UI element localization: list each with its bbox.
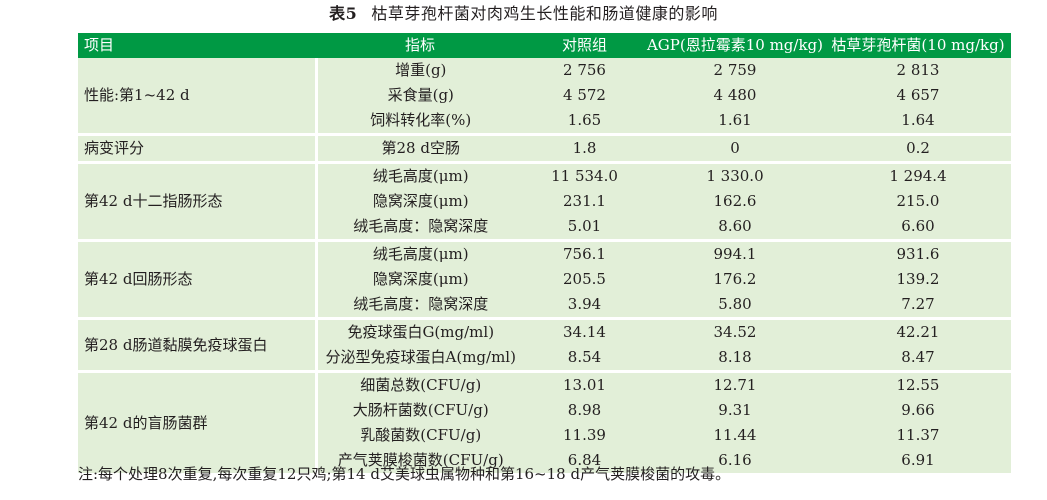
agp-value-cell: 8.60 — [645, 214, 825, 241]
bacillus-value-cell: 2 813 — [825, 58, 1011, 83]
table-row: 采食量(g) 4 572 4 480 4 657 — [78, 83, 1011, 108]
bacillus-value-cell: 6.91 — [825, 448, 1011, 473]
bacillus-value-cell: 4 657 — [825, 83, 1011, 108]
bacillus-value-cell: 6.60 — [825, 214, 1011, 241]
indicator-cell: 大肠杆菌数(CFU/g) — [316, 398, 524, 423]
indicator-cell: 产气荚膜梭菌数(CFU/g) — [316, 448, 524, 473]
control-value-cell: 5.01 — [524, 214, 645, 241]
agp-value-cell: 1.61 — [645, 108, 825, 135]
table-header-row: 项目 指标 对照组 AGP(恩拉霉素10 mg/kg) 枯草芽孢杆菌(10 mg… — [78, 33, 1011, 58]
table-body: 性能:第1~42 d 增重(g) 2 756 2 759 2 813 采食量(g) 4 57… — [78, 58, 1011, 473]
bacillus-value-cell: 8.47 — [825, 345, 1011, 372]
group-label-cell: 第42 d的盲肠菌群 — [78, 370, 318, 473]
agp-value-cell: 162.6 — [645, 189, 825, 214]
table-footnote: 注:每个处理8次重复,每次重复12只鸡;第14 d艾美球虫属物种和第16~18 … — [78, 465, 731, 483]
bacillus-value-cell: 42.21 — [825, 317, 1011, 345]
agp-value-cell: 12.71 — [645, 370, 825, 398]
table-row: 绒毛高度：隐窝深度 3.94 5.80 7.27 — [78, 292, 1011, 319]
control-value-cell: 13.01 — [524, 370, 645, 398]
control-value-cell: 4 572 — [524, 83, 645, 108]
agp-value-cell: 0 — [645, 133, 825, 163]
bacillus-value-cell: 9.66 — [825, 398, 1011, 423]
control-value-cell: 205.5 — [524, 267, 645, 292]
control-value-cell: 11 534.0 — [524, 161, 645, 189]
table-row: 病变评分 第28 d空肠 1.8 0 0.2 — [78, 133, 1011, 163]
table-row: 性能:第1~42 d 增重(g) 2 756 2 759 2 813 — [78, 58, 1011, 135]
agp-value-cell: 176.2 — [645, 267, 825, 292]
control-value-cell: 11.39 — [524, 423, 645, 448]
header-cell-control: 对照组 — [524, 33, 645, 58]
table-row: 第42 d回肠形态 绒毛高度(μm) 756.1 994.1 931.6 — [78, 239, 1011, 319]
control-value-cell: 231.1 — [524, 189, 645, 214]
indicator-cell: 分泌型免疫球蛋白A(mg/ml) — [316, 345, 524, 372]
indicator-cell: 绒毛高度(μm) — [316, 239, 524, 267]
indicator-cell: 饲料转化率(%) — [316, 108, 524, 135]
table-row: 产气荚膜梭菌数(CFU/g) 6.84 6.16 6.91 — [78, 448, 1011, 473]
header-cell-bacillus: 枯草芽孢杆菌(10 mg/kg) — [825, 33, 1011, 58]
control-value-cell: 34.14 — [524, 317, 645, 345]
agp-value-cell: 994.1 — [645, 239, 825, 267]
data-table: 项目 指标 对照组 AGP(恩拉霉素10 mg/kg) 枯草芽孢杆菌(10 mg… — [78, 33, 1011, 473]
table-row: 第42 d十二指肠形态 绒毛高度(μm) 11 534.0 1 330.0 1 294.… — [78, 161, 1011, 241]
control-value-cell: 2 756 — [524, 58, 645, 83]
agp-value-cell: 4 480 — [645, 83, 825, 108]
header-cell-indicator: 指标 — [316, 33, 524, 58]
indicator-cell: 绒毛高度(μm) — [316, 161, 524, 189]
indicator-cell: 免疫球蛋白G(mg/ml) — [316, 317, 524, 345]
indicator-cell: 细菌总数(CFU/g) — [316, 370, 524, 398]
group-label-cell: 第42 d十二指肠形态 — [78, 161, 318, 241]
indicator-cell: 增重(g) — [316, 58, 524, 83]
indicator-cell: 隐窝深度(μm) — [316, 267, 524, 292]
table-number: 表5 — [329, 4, 358, 23]
table-caption: 表5 枯草芽孢杆菌对肉鸡生长性能和肠道健康的影响 — [0, 4, 1047, 24]
table-row: 乳酸菌数(CFU/g) 11.39 11.44 11.37 — [78, 423, 1011, 448]
header-cell-agp: AGP(恩拉霉素10 mg/kg) — [645, 33, 825, 58]
bacillus-value-cell: 7.27 — [825, 292, 1011, 319]
agp-value-cell: 9.31 — [645, 398, 825, 423]
agp-value-cell: 1 330.0 — [645, 161, 825, 189]
bacillus-value-cell: 11.37 — [825, 423, 1011, 448]
agp-value-cell: 8.18 — [645, 345, 825, 372]
group-label-cell: 第42 d回肠形态 — [78, 239, 318, 319]
table-row: 绒毛高度：隐窝深度 5.01 8.60 6.60 — [78, 214, 1011, 241]
indicator-cell: 乳酸菌数(CFU/g) — [316, 423, 524, 448]
bacillus-value-cell: 139.2 — [825, 267, 1011, 292]
indicator-cell: 采食量(g) — [316, 83, 524, 108]
agp-value-cell: 6.16 — [645, 448, 825, 473]
table-row: 分泌型免疫球蛋白A(mg/ml) 8.54 8.18 8.47 — [78, 345, 1011, 372]
table-row: 隐窝深度(μm) 205.5 176.2 139.2 — [78, 267, 1011, 292]
bacillus-value-cell: 0.2 — [825, 133, 1011, 163]
bacillus-value-cell: 12.55 — [825, 370, 1011, 398]
control-value-cell: 1.65 — [524, 108, 645, 135]
control-value-cell: 756.1 — [524, 239, 645, 267]
table-title: 枯草芽孢杆菌对肉鸡生长性能和肠道健康的影响 — [371, 4, 718, 23]
indicator-cell: 隐窝深度(μm) — [316, 189, 524, 214]
bacillus-value-cell: 1.64 — [825, 108, 1011, 135]
control-value-cell: 8.98 — [524, 398, 645, 423]
agp-value-cell: 5.80 — [645, 292, 825, 319]
control-value-cell: 3.94 — [524, 292, 645, 319]
bacillus-value-cell: 931.6 — [825, 239, 1011, 267]
table-row: 隐窝深度(μm) 231.1 162.6 215.0 — [78, 189, 1011, 214]
table-row: 第28 d肠道黏膜免疫球蛋白 免疫球蛋白G(mg/ml) 34.14 34.52 42.… — [78, 317, 1011, 372]
group-label-cell: 病变评分 — [78, 133, 318, 163]
header-cell-item: 项目 — [78, 33, 316, 58]
agp-value-cell: 2 759 — [645, 58, 825, 83]
agp-value-cell: 11.44 — [645, 423, 825, 448]
agp-value-cell: 34.52 — [645, 317, 825, 345]
control-value-cell: 1.8 — [524, 133, 645, 163]
table-row: 大肠杆菌数(CFU/g) 8.98 9.31 9.66 — [78, 398, 1011, 423]
indicator-cell: 第28 d空肠 — [316, 133, 524, 163]
table-row: 第42 d的盲肠菌群 细菌总数(CFU/g) 13.01 12.71 12.55 — [78, 370, 1011, 473]
group-label-cell: 性能:第1~42 d — [78, 58, 318, 135]
table-row: 饲料转化率(%) 1.65 1.61 1.64 — [78, 108, 1011, 135]
bacillus-value-cell: 215.0 — [825, 189, 1011, 214]
indicator-cell: 绒毛高度：隐窝深度 — [316, 214, 524, 241]
control-value-cell: 8.54 — [524, 345, 645, 372]
bacillus-value-cell: 1 294.4 — [825, 161, 1011, 189]
group-label-cell: 第28 d肠道黏膜免疫球蛋白 — [78, 317, 318, 372]
indicator-cell: 绒毛高度：隐窝深度 — [316, 292, 524, 319]
control-value-cell: 6.84 — [524, 448, 645, 473]
